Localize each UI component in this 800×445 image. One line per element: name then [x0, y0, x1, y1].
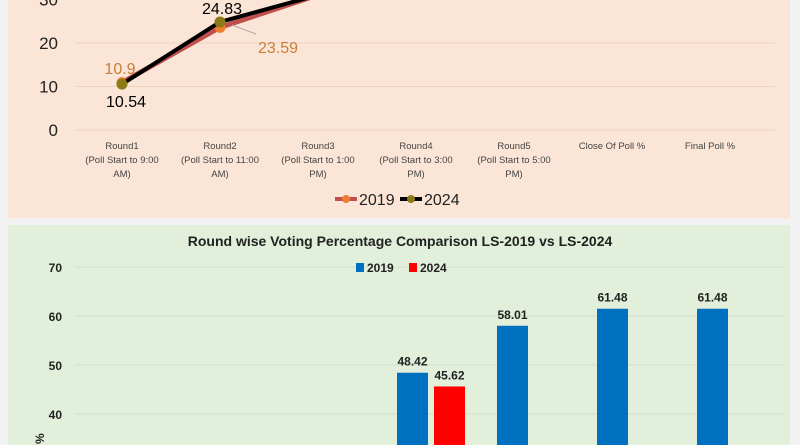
bar-2019 — [597, 308, 628, 445]
x-tick-label: PM) — [309, 169, 326, 180]
data-point-2024 — [116, 78, 128, 90]
y-tick-label: 30 — [39, 0, 58, 10]
legend-marker-2024 — [407, 195, 415, 203]
leader-line — [231, 24, 257, 35]
legend-swatch-2019 — [356, 263, 364, 272]
y-tick-label: 50 — [49, 359, 63, 373]
y-axis-label: % — [33, 433, 47, 444]
data-label-2019: 23.59 — [258, 40, 298, 57]
x-tick-label: Close Of Poll % — [579, 141, 646, 152]
y-tick-label: 10 — [39, 78, 58, 97]
bar-2024 — [434, 386, 465, 445]
legend-swatch-2024 — [409, 263, 417, 272]
x-tick-label: (Poll Start to 11:00 — [181, 155, 259, 166]
y-tick-label: 40 — [49, 408, 63, 422]
x-tick-label: (Poll Start to 3:00 — [379, 155, 452, 166]
x-tick-label: Round4 — [399, 141, 432, 152]
data-label-2024: 24.83 — [202, 1, 242, 18]
x-tick-label: (Poll Start to 5:00 — [477, 155, 550, 166]
legend-label-2019: 2019 — [367, 261, 394, 275]
x-tick-label: (Poll Start to 1:00 — [281, 155, 354, 166]
line-chart-panel — [8, 0, 790, 218]
bar-2019 — [697, 308, 728, 445]
x-tick-label: PM) — [505, 169, 522, 180]
chart-title: Round wise Voting Percentage Comparison … — [188, 233, 613, 249]
legend-label-2019: 2019 — [359, 192, 395, 209]
data-label-2019: 48.42 — [397, 355, 427, 369]
bar-2019 — [397, 372, 428, 445]
data-label-2024: 10.54 — [106, 94, 146, 111]
x-tick-label: Round1 — [105, 141, 138, 152]
data-label-2024: 45.62 — [434, 368, 464, 382]
legend-marker-2019 — [342, 195, 350, 203]
legend-label-2024: 2024 — [424, 192, 460, 209]
data-label-2019: 58.01 — [497, 308, 527, 322]
data-label-2019: 61.48 — [597, 291, 627, 305]
bar-2019 — [497, 325, 528, 445]
x-tick-label: AM) — [113, 169, 130, 180]
data-point-2024 — [214, 16, 226, 28]
legend-label-2024: 2024 — [420, 261, 447, 275]
x-tick-label: PM) — [407, 169, 424, 180]
x-tick-label: Final Poll % — [685, 141, 736, 152]
x-tick-label: (Poll Start to 9:00 — [85, 155, 158, 166]
y-tick-label: 70 — [49, 261, 63, 275]
y-tick-label: 60 — [49, 310, 63, 324]
y-tick-label: 20 — [39, 34, 58, 53]
x-tick-label: Round3 — [301, 141, 334, 152]
x-tick-label: Round5 — [497, 141, 530, 152]
y-tick-label: 0 — [49, 121, 58, 140]
x-tick-label: Round2 — [203, 141, 236, 152]
data-label-2019: 10.9 — [104, 61, 135, 78]
x-tick-label: AM) — [211, 169, 228, 180]
data-label-2019: 61.48 — [697, 291, 727, 305]
series-line-2024 — [120, 0, 308, 86]
